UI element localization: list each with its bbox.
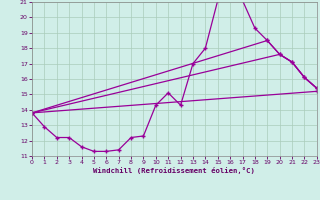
X-axis label: Windchill (Refroidissement éolien,°C): Windchill (Refroidissement éolien,°C) [93, 167, 255, 174]
